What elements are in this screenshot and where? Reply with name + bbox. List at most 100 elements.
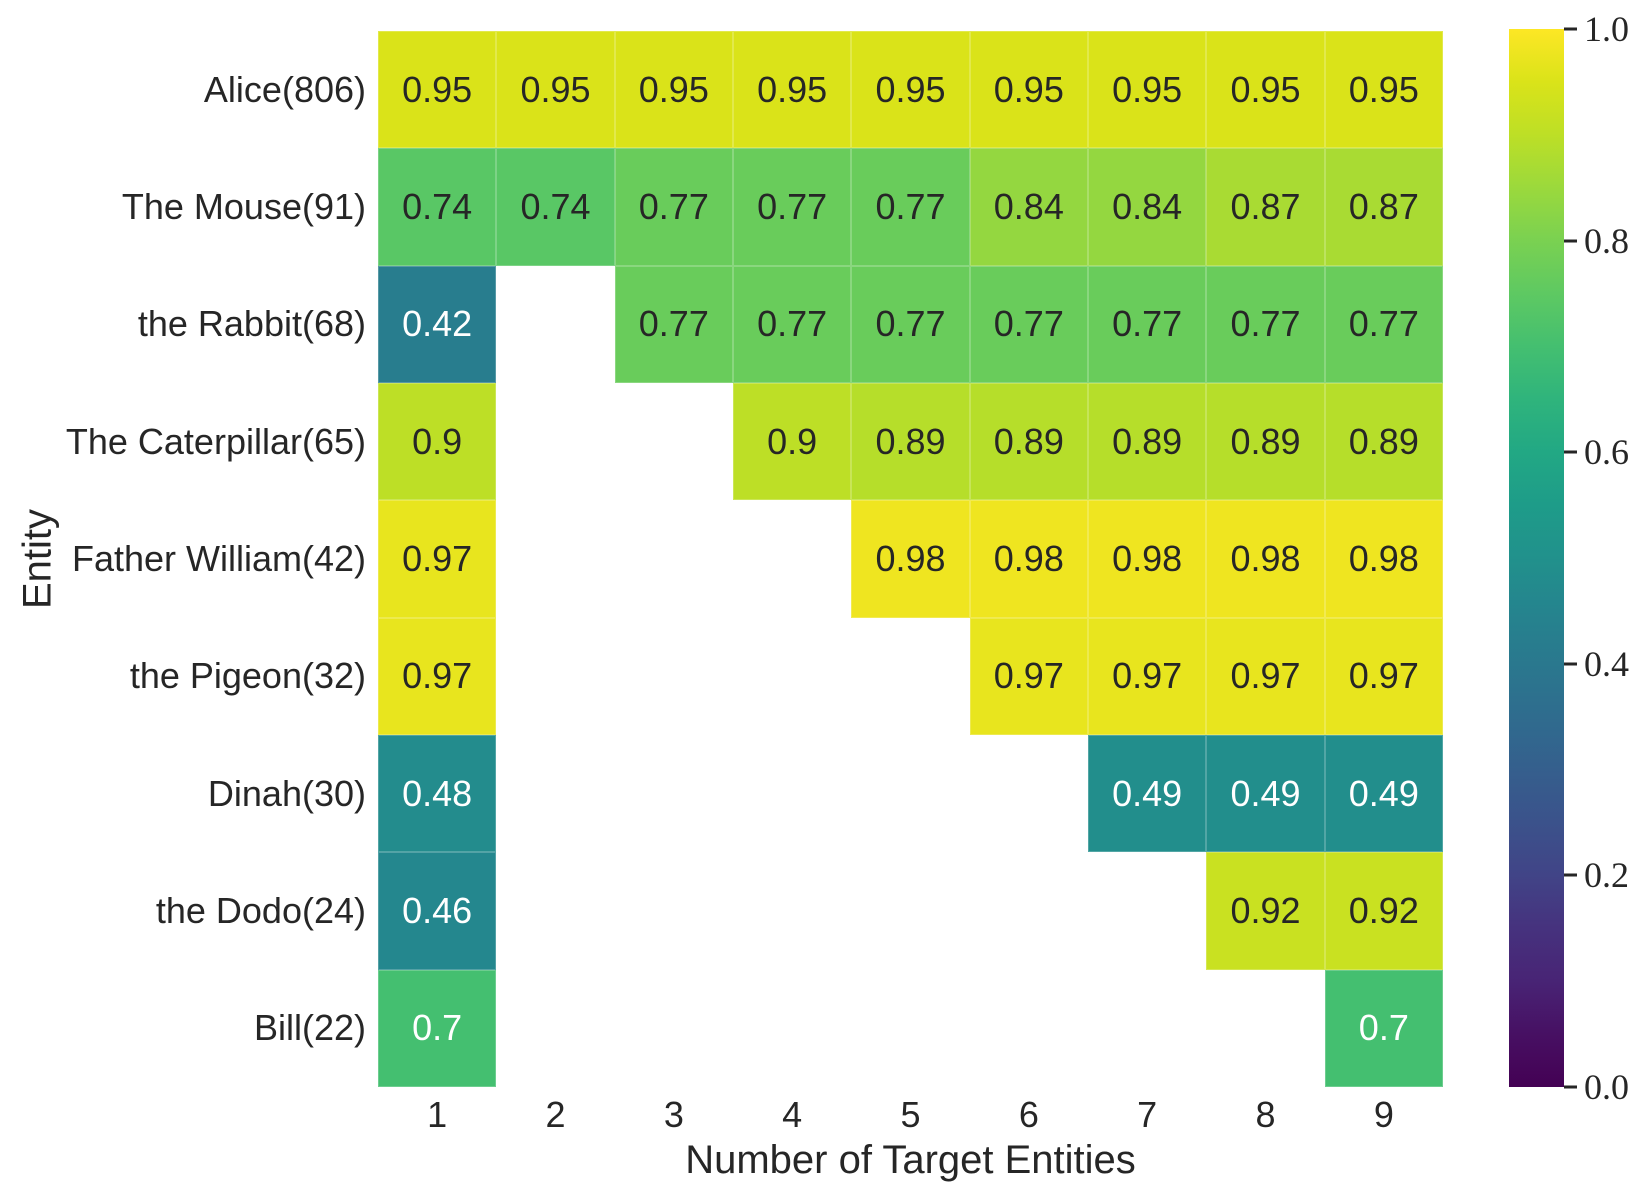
y-axis-title: Entity: [15, 508, 60, 610]
heatmap-cell: 0.7: [1324, 969, 1443, 1087]
y-tick-label: Dinah(30): [207, 772, 366, 814]
x-tick-label: 2: [545, 1094, 566, 1135]
heatmap-cell: 0.97: [378, 500, 497, 618]
heatmap-cell: 0.95: [733, 31, 852, 149]
heatmap-cell: 0.77: [733, 148, 852, 266]
x-tick-label: 8: [1255, 1094, 1276, 1135]
colorbar-tick-mark: [1564, 1085, 1577, 1089]
heatmap-cell-empty: [496, 969, 615, 1087]
heatmap-cell-empty: [496, 617, 615, 735]
x-tick-label: 9: [1373, 1094, 1394, 1135]
heatmap-cell: 0.95: [1206, 31, 1325, 149]
heatmap-cell: 0.89: [969, 383, 1088, 501]
heatmap-cell: 0.95: [851, 31, 970, 149]
heatmap-cell-empty: [496, 735, 615, 853]
heatmap-cell: 0.77: [614, 148, 733, 266]
colorbar: [1509, 29, 1564, 1087]
y-tick-label: Alice(806): [203, 68, 366, 110]
heatmap-cell: 0.77: [969, 265, 1088, 383]
heatmap-cell: 0.84: [969, 148, 1088, 266]
colorbar-tick-mark: [1564, 27, 1577, 31]
heatmap-cell: 0.77: [614, 265, 733, 383]
y-tick-label: the Pigeon(32): [129, 655, 366, 697]
heatmap-cell: 0.89: [1324, 383, 1443, 501]
colorbar-tick-label: 1.0: [1584, 9, 1629, 49]
heatmap-cell: 0.98: [1206, 500, 1325, 618]
heatmap-cell-empty: [614, 852, 733, 970]
heatmap-cell-empty: [496, 265, 615, 383]
heatmap-cell-empty: [614, 500, 733, 618]
heatmap-cell: 0.89: [1088, 383, 1207, 501]
heatmap-cell: 0.77: [1206, 265, 1325, 383]
colorbar-tick-label: 0.4: [1584, 643, 1629, 684]
heatmap-cell: 0.77: [733, 265, 852, 383]
y-tick-label: Father William(42): [71, 537, 366, 579]
colorbar-tick-mark: [1564, 239, 1577, 243]
colorbar-tick-mark: [1564, 662, 1577, 666]
heatmap-cell-empty: [851, 969, 970, 1087]
heatmap-cell: 0.95: [378, 31, 497, 149]
heatmap-cell: 0.48: [378, 735, 497, 853]
heatmap-cell: 0.9: [378, 383, 497, 501]
heatmap-cell-empty: [496, 383, 615, 501]
x-tick-label: 6: [1018, 1094, 1039, 1135]
heatmap-grid: 0.95 0.95 0.95 0.95 0.95 0.95 0.95 0.95 0.95 0.74…: [378, 31, 1443, 1087]
heatmap-cell-empty: [851, 617, 970, 735]
heatmap-cell: 0.89: [851, 383, 970, 501]
heatmap-cell: 0.95: [614, 31, 733, 149]
y-tick-label: The Caterpillar(65): [65, 420, 366, 462]
heatmap-cell: 0.92: [1206, 852, 1325, 970]
y-tick-label: The Mouse(91): [121, 185, 366, 227]
heatmap-cell-empty: [733, 735, 852, 853]
heatmap-cell: 0.87: [1206, 148, 1325, 266]
y-tick-label: the Dodo(24): [155, 889, 366, 931]
heatmap-cell: 0.95: [1324, 31, 1443, 149]
heatmap-cell-empty: [614, 735, 733, 853]
heatmap-cell-empty: [496, 852, 615, 970]
heatmap-cell-empty: [733, 500, 852, 618]
heatmap-cell-empty: [496, 500, 615, 618]
heatmap-cell-empty: [614, 383, 733, 501]
x-tick-label: 7: [1137, 1094, 1158, 1135]
heatmap-cell-empty: [733, 852, 852, 970]
heatmap-cell-empty: [733, 969, 852, 1087]
heatmap-cell: 0.97: [1088, 617, 1207, 735]
x-tick-label: 1: [427, 1094, 448, 1135]
heatmap-cell-empty: [851, 852, 970, 970]
colorbar-tick-label: 0.6: [1584, 432, 1629, 473]
heatmap-cell: 0.77: [1324, 265, 1443, 383]
x-axis-title: Number of Target Entities: [685, 1138, 1136, 1182]
heatmap-cell: 0.77: [851, 265, 970, 383]
heatmap-cell: 0.7: [378, 969, 497, 1087]
heatmap-cell: 0.97: [378, 617, 497, 735]
heatmap-cell: 0.92: [1324, 852, 1443, 970]
y-axis-ticks: Alice(806) The Mouse(91) the Rabbit(68) The…: [0, 31, 366, 1087]
heatmap-cell: 0.95: [496, 31, 615, 149]
heatmap-cell: 0.98: [1324, 500, 1443, 618]
heatmap-cell: 0.49: [1088, 735, 1207, 853]
heatmap-cell: 0.87: [1324, 148, 1443, 266]
x-axis-ticks: 1 2 3 4 5 6 7 8 9: [378, 1092, 1443, 1138]
colorbar-tick-mark: [1564, 873, 1577, 877]
heatmap-cell: 0.74: [378, 148, 497, 266]
x-tick-label: 4: [782, 1094, 803, 1135]
heatmap-cell: 0.49: [1206, 735, 1325, 853]
colorbar-tick-label: 0.2: [1584, 855, 1629, 896]
heatmap-cell: 0.97: [1206, 617, 1325, 735]
heatmap-cell: 0.89: [1206, 383, 1325, 501]
y-tick-label: Bill(22): [253, 1007, 366, 1049]
heatmap-cell-empty: [614, 969, 733, 1087]
heatmap-cell-empty: [1088, 852, 1207, 970]
heatmap-cell-empty: [1206, 969, 1325, 1087]
y-tick-label: the Rabbit(68): [137, 303, 366, 345]
colorbar-tick-label: 0.0: [1584, 1067, 1629, 1107]
heatmap-cell-empty: [614, 617, 733, 735]
colorbar-tick-mark: [1564, 450, 1577, 454]
heatmap-cell: 0.98: [969, 500, 1088, 618]
heatmap-cell: 0.74: [496, 148, 615, 266]
heatmap-cell-empty: [1088, 969, 1207, 1087]
heatmap-cell-empty: [969, 735, 1088, 853]
heatmap-cell-empty: [969, 852, 1088, 970]
heatmap-cell: 0.49: [1324, 735, 1443, 853]
